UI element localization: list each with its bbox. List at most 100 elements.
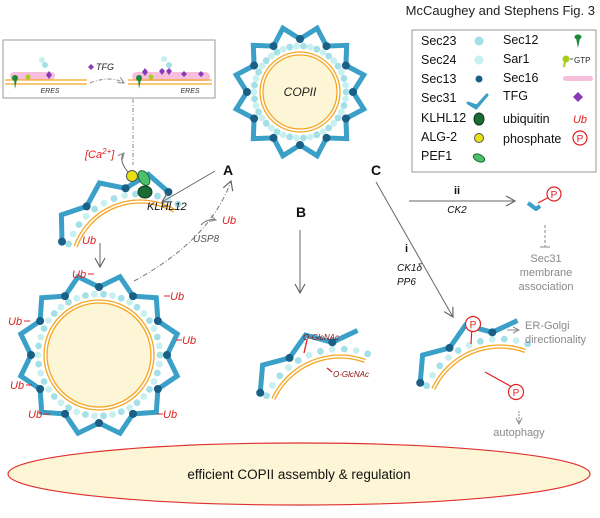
klhl12 (137, 185, 153, 199)
eres-label-left: ERES (40, 88, 59, 95)
sec13-dot (121, 184, 130, 193)
calcium-label: [Ca2+] (84, 147, 115, 161)
ub-label: Ub (10, 380, 24, 392)
pef1 (137, 170, 151, 186)
sec13-dot (341, 114, 350, 123)
sec13-dot (322, 133, 331, 142)
sec13-dot (153, 317, 162, 325)
legend-pef1: PEF1 (421, 149, 452, 163)
sec13-dot (95, 419, 103, 427)
ub-label: Ub (28, 409, 42, 421)
legend-sec24: Sec24 (421, 53, 456, 67)
ub-label: Ub (182, 335, 196, 347)
pef1-icon (472, 153, 486, 163)
label-a: A (223, 162, 233, 178)
sec13-dot (58, 237, 67, 246)
label-ck2: CK2 (447, 205, 467, 216)
sec31-assoc-line2: membrane (520, 267, 573, 279)
ub-release-arrow (200, 220, 216, 226)
sec13-dot (250, 61, 259, 70)
outcome-ellipse (7, 442, 591, 506)
deubiquitination-arrow (133, 179, 234, 282)
legend-sec16: Sec16 (503, 71, 538, 85)
ub-label: Ub (8, 316, 22, 328)
sec13-dot (416, 378, 425, 387)
sec13-dot (153, 385, 162, 393)
er-golgi-line1: ER-Golgi (525, 320, 570, 332)
sec13-dot (36, 317, 45, 325)
phosphate-sec31: P (546, 186, 562, 202)
sec13-dot (164, 188, 173, 197)
legend-alg2: ALG-2 (421, 130, 457, 144)
ub-icon: Ub (573, 114, 587, 126)
legend-sec31: Sec31 (421, 91, 456, 105)
sec13-dot (341, 61, 350, 70)
label-pp6: PP6 (397, 277, 416, 288)
sec16-icon (563, 76, 593, 81)
sec13-dot (250, 114, 259, 123)
sec13-dot (349, 88, 357, 96)
figure-title: McCaughey and Stephens Fig. 3 (406, 3, 595, 18)
sec13-dot (61, 409, 69, 418)
coat-fragment-a (58, 171, 182, 248)
legend-phosphate: phosphate (503, 132, 561, 146)
label-ii: ii (454, 185, 460, 197)
sec13-dot (296, 141, 304, 149)
sec13-icon (475, 75, 483, 83)
tfg-label: TFG (96, 62, 114, 72)
coat-fragment-c (416, 318, 532, 390)
phosphate-c1: P (464, 315, 482, 333)
sec31-assoc-line3: association (518, 281, 573, 293)
sar1-icon: GTP (562, 55, 590, 68)
ub-label: Ub (72, 269, 86, 281)
sec24-icon (474, 55, 484, 65)
sec13-dot (95, 283, 103, 291)
eres-label-right: ERES (180, 88, 199, 95)
svg-text:P: P (470, 320, 477, 331)
alg2 (126, 170, 138, 182)
sec13-dot (61, 292, 69, 301)
coat-fragment-b (256, 328, 372, 400)
sec31-icon (466, 93, 489, 110)
legend: Sec23 Sec24 Sec13 Sec31 KLHL12 ALG-2 PEF… (411, 29, 597, 173)
legend-sec13: Sec13 (421, 72, 456, 86)
label-ck1d: CK1δ (397, 263, 422, 274)
sec13-dot (27, 351, 35, 359)
sec13-dot (296, 35, 304, 43)
sec13-dot (129, 409, 137, 418)
sec13-dot (243, 88, 251, 96)
klhl12-label: KLHL12 (147, 201, 187, 213)
sec13-dot (445, 343, 454, 352)
label-b: B (296, 204, 306, 220)
usp8-label: USP8 (193, 234, 220, 245)
ub-arrow-label: Ub (82, 235, 96, 247)
sec13-dot (328, 338, 337, 347)
label-c: C (371, 162, 381, 178)
phosphate-icon: P (572, 130, 588, 146)
arrow-c-i (375, 181, 454, 319)
ubiquitinated-vesicle (17, 273, 181, 437)
sec13-dot (322, 42, 331, 51)
sec13-dot (163, 351, 171, 359)
copii-vesicle-top (232, 24, 368, 160)
phosphate-c2: P (507, 383, 525, 401)
gtp-label: GTP (574, 56, 590, 65)
oglcnac-label-2: O-GlcNAc (333, 370, 369, 379)
ub-label: Ub (170, 291, 184, 303)
alg2-icon (474, 133, 484, 143)
klhl12-icon (473, 112, 485, 126)
calcium-arrow (122, 153, 129, 173)
oglcnac-label-1: O-GlcNAc (303, 333, 339, 342)
sec13-dot (36, 385, 45, 393)
legend-klhl12: KLHL12 (421, 111, 466, 125)
legend-sec23: Sec23 (421, 34, 456, 48)
sec13-dot (285, 353, 294, 362)
sec23-icon (474, 36, 484, 46)
arrow-a-to-klhl12 (160, 170, 216, 203)
tfg-icon (573, 92, 583, 102)
sec31-assoc-line1: Sec31 (530, 253, 561, 265)
er-golgi-line2: directionality (525, 334, 587, 346)
copii-label: COPII (284, 85, 317, 99)
sec13-dot (488, 328, 497, 337)
